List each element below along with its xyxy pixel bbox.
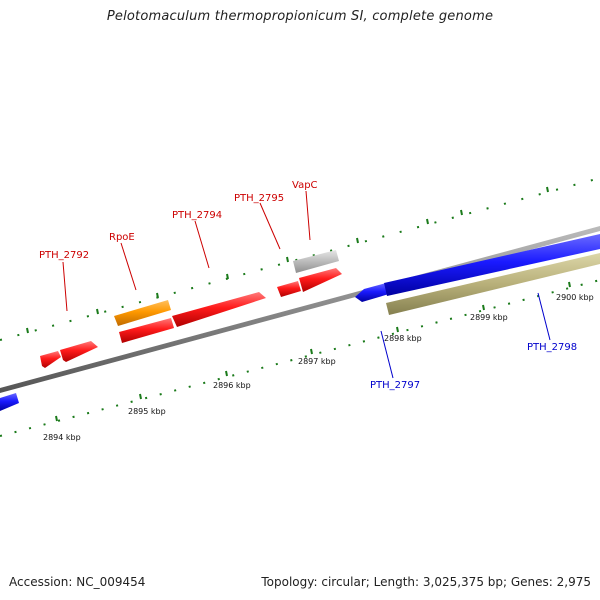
kbp-label-2900: 2900 kbp xyxy=(556,293,594,302)
gene-rpoe-red[interactable] xyxy=(119,318,174,343)
gene-label-pth-2794[interactable]: PTH_2794 xyxy=(172,210,222,221)
gene-pth-2795[interactable] xyxy=(277,281,301,297)
kbp-label-2897: 2897 kbp xyxy=(298,357,336,366)
kbp-label-2894: 2894 kbp xyxy=(43,433,81,442)
label-leader-lines xyxy=(62,190,551,379)
outer-major-ticks xyxy=(26,186,549,334)
inner-tick-track: 2894 kbp 2895 kbp 2896 kbp 2897 kbp 2898… xyxy=(0,279,600,442)
inner-major-ticks xyxy=(55,281,571,422)
kbp-label-2896: 2896 kbp xyxy=(213,381,251,390)
gene-labels: PTH_2792 RpoE PTH_2794 PTH_2795 VapC PTH… xyxy=(39,180,577,391)
gene-pth-2792[interactable] xyxy=(60,341,98,362)
gene-label-pth-2795[interactable]: PTH_2795 xyxy=(234,193,284,204)
outer-tick-track xyxy=(0,177,600,341)
accession-text: Accession: NC_009454 xyxy=(9,575,146,589)
forward-strand-genes xyxy=(40,250,342,368)
gene-left-reverse[interactable] xyxy=(0,393,19,411)
genome-title: Pelotomaculum thermopropionicum SI, comp… xyxy=(106,9,494,24)
gene-label-vapc[interactable]: VapC xyxy=(292,180,318,191)
gene-pth-2797[interactable] xyxy=(355,283,389,302)
gene-rna-olive[interactable] xyxy=(386,253,600,315)
gene-pth-2792-small[interactable] xyxy=(40,351,61,368)
genome-summary-text: Topology: circular; Length: 3,025,375 bp… xyxy=(261,575,591,589)
kbp-label-2899: 2899 kbp xyxy=(470,313,508,322)
gene-pth-2794[interactable] xyxy=(172,292,266,327)
gene-rpoe[interactable] xyxy=(114,300,171,326)
reverse-strand-genes xyxy=(0,234,600,411)
kbp-label-2895: 2895 kbp xyxy=(128,407,166,416)
kbp-label-2898: 2898 kbp xyxy=(384,334,422,343)
gene-label-pth-2797[interactable]: PTH_2797 xyxy=(370,380,420,391)
gene-label-pth-2798[interactable]: PTH_2798 xyxy=(527,342,577,353)
gene-vapc-gray[interactable] xyxy=(293,250,339,273)
gene-label-pth-2792[interactable]: PTH_2792 xyxy=(39,250,89,261)
genome-backbone xyxy=(0,226,600,393)
gene-pth-2798[interactable] xyxy=(384,234,600,296)
gene-label-rpoe[interactable]: RpoE xyxy=(109,232,135,243)
gene-vapc[interactable] xyxy=(299,268,342,292)
